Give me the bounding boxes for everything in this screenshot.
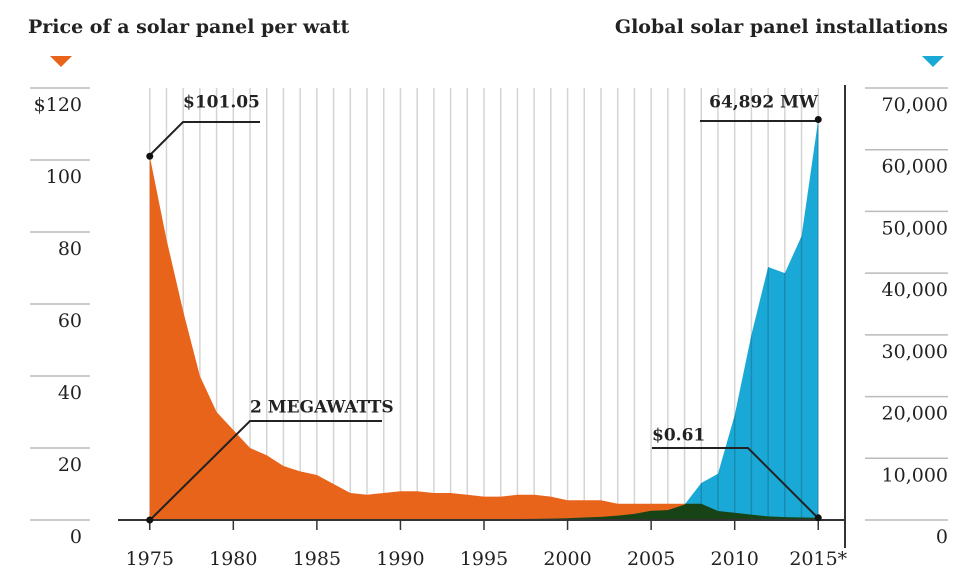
y2-tick-label: 70,000 bbox=[882, 94, 948, 116]
y-tick-label: 60 bbox=[58, 310, 82, 332]
y-tick-label: 20 bbox=[58, 454, 82, 476]
x-tick-label: 2005 bbox=[627, 548, 675, 570]
x-tick-label: 1980 bbox=[209, 548, 257, 570]
point bbox=[146, 516, 154, 524]
callout bbox=[149, 420, 382, 521]
y2-tick-label: 50,000 bbox=[882, 217, 948, 239]
y2-tick-label: 20,000 bbox=[882, 403, 948, 425]
callout bbox=[149, 121, 260, 156]
y2-tick-label: 30,000 bbox=[882, 341, 948, 363]
point bbox=[814, 116, 822, 124]
point bbox=[146, 152, 154, 160]
x-tick-label: 1990 bbox=[376, 548, 424, 570]
callout bbox=[652, 447, 819, 519]
y-tick-label: $120 bbox=[34, 94, 82, 116]
right-marker bbox=[922, 56, 944, 67]
left-marker bbox=[50, 56, 72, 67]
annotation: 64,892 MW bbox=[709, 93, 819, 113]
foreground: $101.05 2 MEGAWATTS 64,892 MW $0.61 0 20 4… bbox=[34, 85, 948, 570]
annotation: $101.05 bbox=[183, 93, 260, 113]
x-tick-label: 2000 bbox=[543, 548, 591, 570]
left-series-title: Price of a solar panel per watt bbox=[28, 16, 349, 38]
x-tick-label: 1985 bbox=[293, 548, 341, 570]
x-tick-label: 2010 bbox=[711, 548, 759, 570]
x-tick-label: 1995 bbox=[460, 548, 508, 570]
annotation: $0.61 bbox=[652, 426, 705, 446]
y-tick-label: 0 bbox=[70, 526, 82, 548]
y2-tick-label: 40,000 bbox=[882, 279, 948, 301]
area bbox=[149, 119, 819, 521]
point bbox=[814, 514, 822, 522]
y2-tick-label: 60,000 bbox=[882, 156, 948, 178]
areas bbox=[149, 119, 819, 521]
annotation: 2 MEGAWATTS bbox=[250, 398, 394, 418]
x-tick-label: 1975 bbox=[126, 548, 174, 570]
y2-tick-label: 10,000 bbox=[882, 464, 948, 486]
right-series-title: Global solar panel installations bbox=[615, 16, 948, 38]
x-tick-label: 2015* bbox=[789, 548, 847, 570]
y2-tick-label: 0 bbox=[936, 526, 948, 548]
area bbox=[149, 156, 819, 520]
y-tick-label: 80 bbox=[58, 238, 82, 260]
y-tick-label: 100 bbox=[46, 166, 82, 188]
y-tick-label: 40 bbox=[58, 382, 82, 404]
